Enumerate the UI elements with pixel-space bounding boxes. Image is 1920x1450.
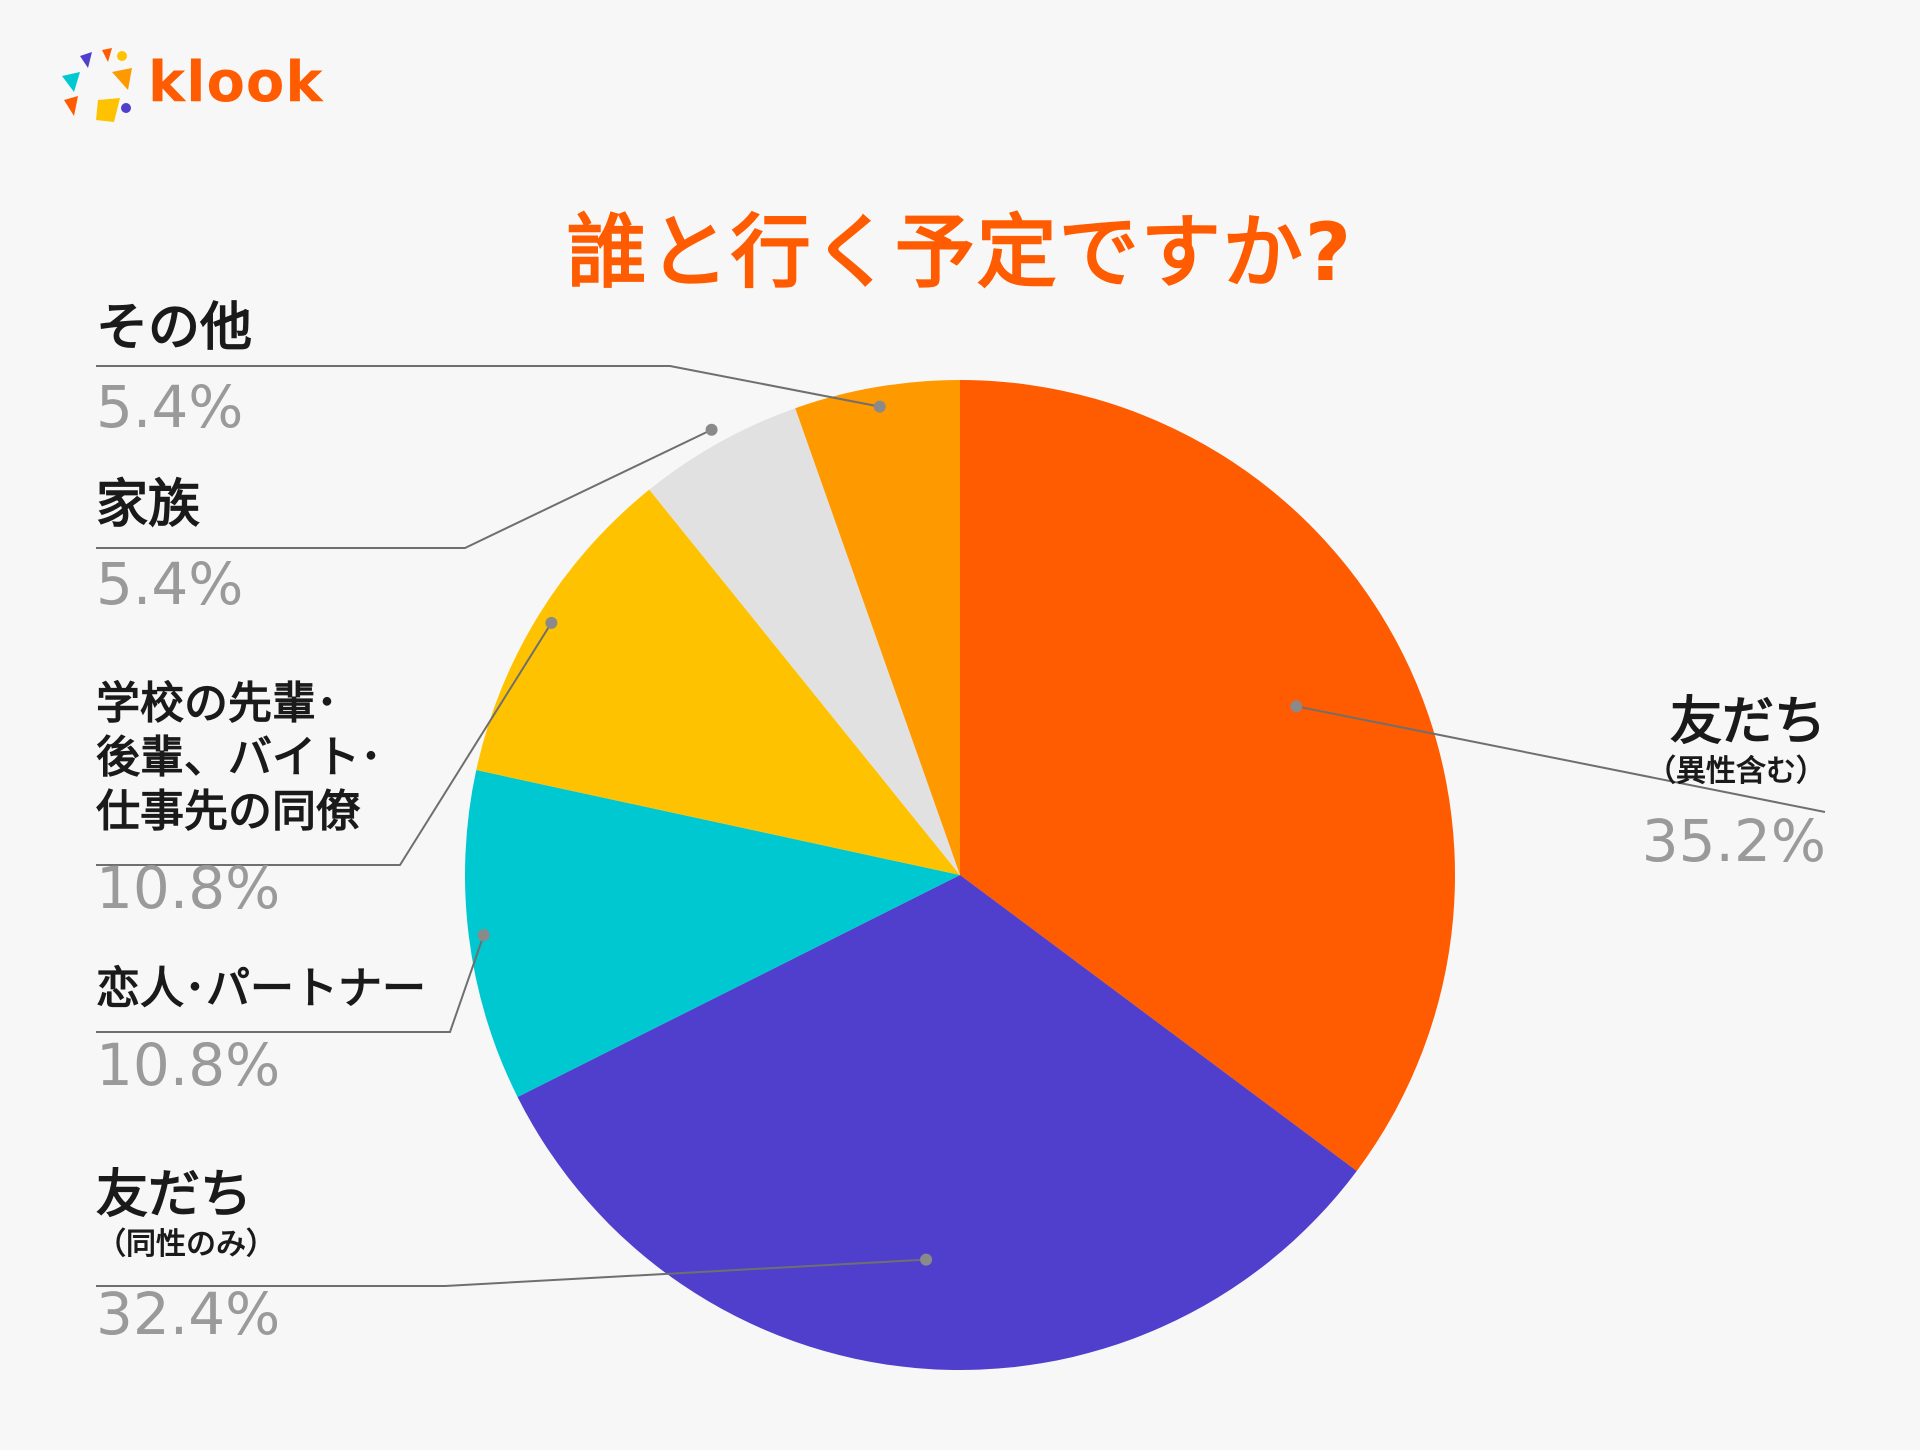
label-friends-mixed: 友だち （異性含む） 35.2%	[1642, 692, 1826, 876]
label-family: 家族 5.4%	[96, 475, 243, 619]
label-friends-same-sub: （同性のみ）	[96, 1227, 276, 1262]
pie-slice-friends-same	[517, 875, 1357, 1371]
pie-slice-school-work	[476, 489, 960, 875]
label-friends-same-name: 友だち	[96, 1165, 253, 1225]
label-school-work-line-3: 仕事先の同僚	[96, 786, 360, 837]
label-friends-same: 友だち （同性のみ） 32.4%	[96, 1165, 280, 1349]
chart-title: 誰と行く予定ですか?	[566, 206, 1354, 299]
label-other: その他 5.4%	[96, 298, 252, 442]
label-partner: 恋人･パートナー 10.8%	[96, 962, 426, 1100]
pie-slice-friends-mixed	[960, 380, 1456, 1171]
label-school-work: 学校の先輩･ 後輩、バイト･ 仕事先の同僚 10.8%	[96, 677, 382, 923]
leader-line-partner	[96, 934, 485, 1033]
label-friends-same-value: 32.4%	[96, 1280, 281, 1348]
label-partner-value: 10.8%	[96, 1031, 281, 1099]
klook-logo-mark-icon	[62, 48, 132, 122]
pie-slice-other	[795, 380, 960, 875]
label-friends-mixed-name: 友だち	[1669, 692, 1826, 752]
label-school-work-line-1: 学校の先輩･	[96, 678, 338, 729]
pie-slice-family	[649, 408, 960, 875]
klook-logo: klook	[58, 46, 323, 126]
leader-line-friends-same	[96, 1258, 927, 1287]
label-school-work-value: 10.8%	[96, 854, 281, 922]
pie-slice-partner	[464, 770, 960, 1097]
label-other-name: その他	[96, 298, 253, 358]
label-partner-name: 恋人･パートナー	[96, 963, 426, 1014]
leader-line-school-work	[96, 622, 553, 866]
leader-line-other	[96, 365, 880, 408]
leader-dot-partner	[477, 929, 490, 942]
label-friends-mixed-sub: （異性含む）	[1646, 754, 1826, 789]
leader-dot-family	[705, 423, 718, 436]
klook-logo-text: klook	[148, 50, 324, 115]
label-family-value: 5.4%	[96, 550, 244, 618]
leader-dot-friends-same	[920, 1253, 933, 1266]
leader-line-family	[96, 428, 713, 549]
label-friends-mixed-value: 35.2%	[1641, 807, 1826, 875]
label-family-name: 家族	[96, 475, 201, 535]
leader-dot-friends-mixed	[1290, 700, 1303, 713]
leader-dot-school-work	[545, 616, 558, 629]
label-school-work-line-2: 後輩、バイト･	[96, 732, 382, 783]
leader-line-friends-mixed	[1296, 705, 1826, 813]
label-other-value: 5.4%	[96, 373, 244, 441]
leader-dot-other	[873, 400, 886, 413]
